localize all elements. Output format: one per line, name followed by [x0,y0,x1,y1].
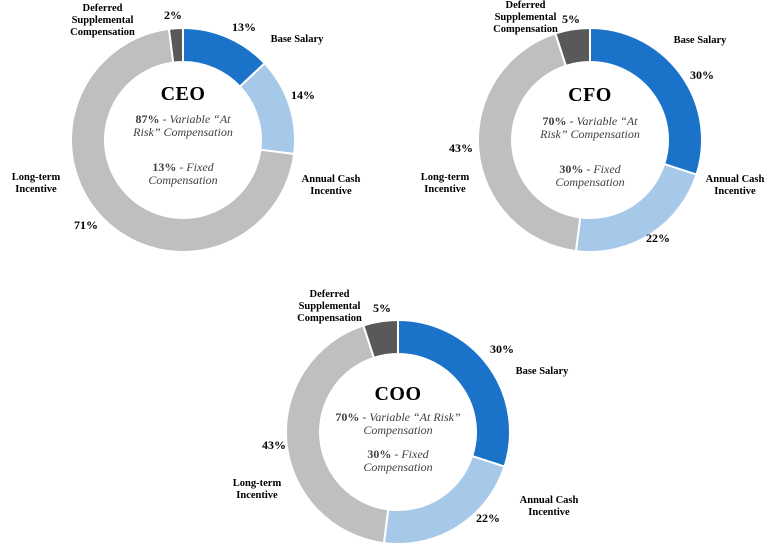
ceo-fixed-desc: - Fixed Compensation [148,160,218,187]
coo-donut-svg [285,318,512,545]
segment-long-term-incentive [70,27,296,253]
coo-fixed-text: 30% - Fixed Compensation [341,448,455,474]
ceo-fixed-pct: 13% [152,160,177,174]
ceo-pct-long-term: 71% [74,218,98,232]
coo-label-annual-cash: Annual Cash Incentive [519,495,579,518]
coo-pct-annual-cash: 22% [476,511,500,525]
coo-fixed-pct: 30% [367,447,392,461]
segment-deferred-supplemental-compensation [167,26,184,64]
ceo-label-long-term: Long-term Incentive [11,172,61,195]
cfo-variable-pct: 70% [542,114,567,128]
cfo-label-deferred-supplemental: Deferred Supplemental Compensation [493,0,558,35]
ceo-label-annual-cash: Annual Cash Incentive [301,174,361,197]
coo-label-long-term: Long-term Incentive [232,478,282,501]
coo-variable-pct: 70% [335,410,360,424]
cfo-fixed-pct: 30% [559,162,584,176]
cfo-fixed-text: 30% - Fixed Compensation [533,163,647,189]
cfo-pct-long-term: 43% [449,141,473,155]
coo-variable-desc: - Variable “At Risk” Compensation [362,410,461,437]
ceo-pct-base-salary: 13% [232,20,256,34]
coo-variable-text: 70% - Variable “At Risk” Compensation [323,411,473,437]
cfo-donut-svg [477,26,704,253]
segment-deferred-supplemental-compensation [362,318,399,360]
cfo-pct-deferred-supplemental: 5% [562,12,580,26]
coo-pct-deferred-supplemental: 5% [373,301,391,315]
cfo-variable-desc: - Variable “At Risk” Compensation [540,114,640,141]
ceo-label-deferred-supplemental: Deferred Supplemental Compensation [70,3,135,38]
cfo-pct-annual-cash: 22% [646,231,670,245]
ceo-pct-annual-cash: 14% [291,88,315,102]
ceo-variable-text: 87% - Variable “At Risk” Compensation [126,113,240,139]
cfo-label-base-salary: Base Salary [673,35,727,46]
ceo-fixed-text: 13% - Fixed Compensation [126,161,240,187]
ceo-pct-deferred-supplemental: 2% [164,8,182,22]
cfo-label-long-term: Long-term Incentive [420,172,470,195]
ceo-variable-pct: 87% [135,112,160,126]
cfo-fixed-desc: - Fixed Compensation [555,162,625,189]
segment-long-term-incentive [285,324,390,545]
ceo-label-base-salary: Base Salary [270,34,324,45]
coo-fixed-desc: - Fixed Compensation [363,447,433,474]
ceo-donut-svg [70,26,296,253]
coo-pct-base-salary: 30% [490,342,514,356]
segment-long-term-incentive [477,32,582,253]
coo-pct-long-term: 43% [262,438,286,452]
cfo-label-annual-cash: Annual Cash Incentive [705,174,765,197]
ceo-variable-desc: - Variable “At Risk” Compensation [133,112,233,139]
cfo-variable-text: 70% - Variable “At Risk” Compensation [533,115,647,141]
ceo-title: CEO [160,83,206,105]
coo-label-deferred-supplemental: Deferred Supplemental Compensation [297,289,362,324]
coo-title: COO [374,383,422,405]
segment-deferred-supplemental-compensation [554,26,591,68]
cfo-title: CFO [568,84,612,106]
coo-label-base-salary: Base Salary [515,366,569,377]
cfo-pct-base-salary: 30% [690,68,714,82]
